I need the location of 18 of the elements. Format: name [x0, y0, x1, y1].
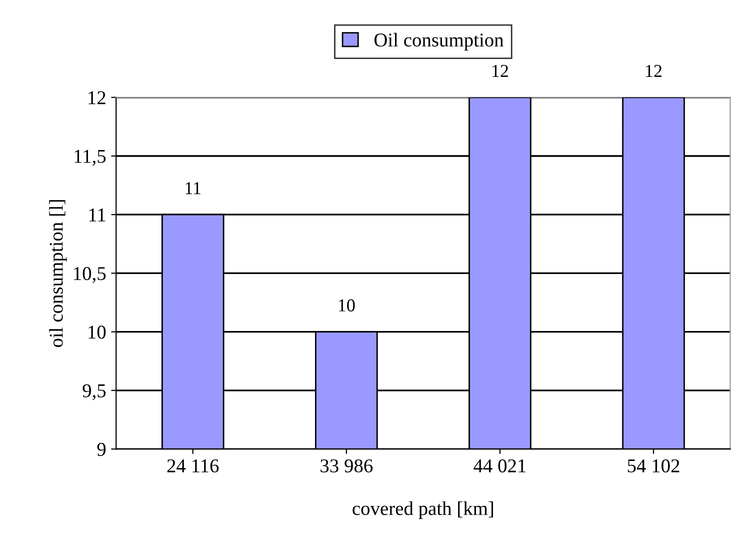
x-tick-label: 44 021 [474, 459, 526, 472]
y-tick-label: 11,5 [74, 150, 106, 166]
y-tick-label: 9,5 [82, 384, 106, 400]
legend-label: Oil consumption [374, 32, 504, 51]
x-axis-title: covered path [km] [352, 501, 494, 520]
x-tick-label: 54 102 [628, 459, 680, 472]
y-tick-label: 10 [88, 326, 106, 339]
data-label: 12 [646, 64, 662, 77]
y-tick-label: 11 [89, 208, 106, 222]
data-label: 11 [186, 182, 200, 194]
y-axis-title: oil consumption [l] [49, 200, 67, 347]
y-tick-label: 9 [97, 442, 106, 456]
y-tick-label: 10,5 [74, 267, 106, 283]
y-tick-label: 12 [88, 91, 106, 104]
x-tick-label: 33 986 [320, 459, 373, 472]
x-tick-label: 24 116 [167, 459, 219, 472]
data-label: 12 [492, 64, 508, 77]
data-label: 10 [338, 299, 355, 312]
